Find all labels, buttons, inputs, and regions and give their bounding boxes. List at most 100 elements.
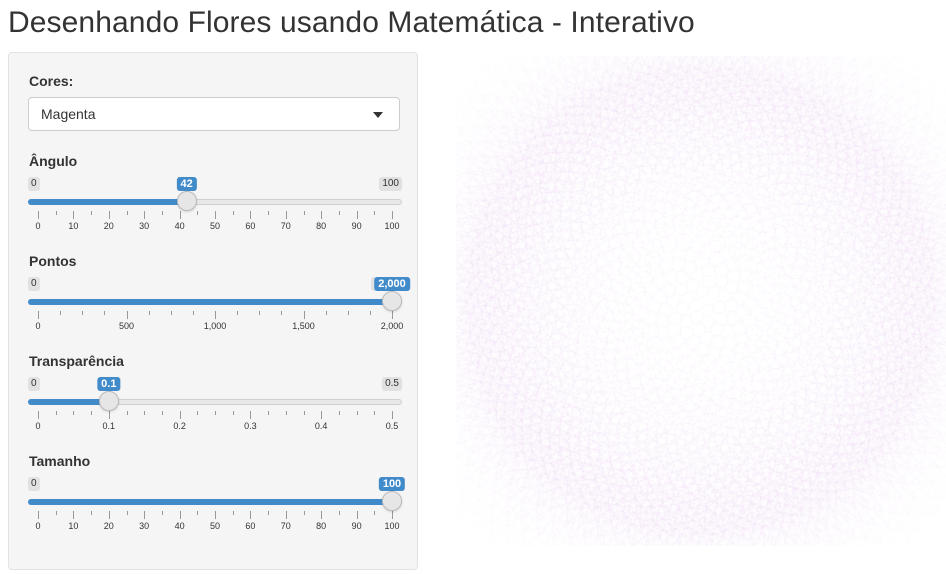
slider-handle[interactable] bbox=[382, 491, 402, 511]
slider-minor-tick bbox=[55, 211, 57, 215]
slider-tick bbox=[179, 211, 181, 219]
slider-tick bbox=[321, 511, 323, 519]
slider-minor-tick bbox=[82, 311, 84, 315]
slider-fill bbox=[28, 199, 187, 205]
slider-minor-tick bbox=[73, 411, 75, 415]
slider-minor-tick bbox=[268, 211, 270, 215]
slider-minor-tick bbox=[91, 411, 93, 415]
slider-max-label: 0.5 bbox=[382, 377, 402, 391]
slider-tick bbox=[392, 311, 393, 319]
slider-tick bbox=[38, 411, 39, 419]
slider-value-badge: 2,000 bbox=[374, 277, 410, 291]
slider-min-label: 0 bbox=[28, 177, 40, 191]
slider-tick-label: 2,000 bbox=[380, 321, 404, 331]
slider-minor-tick bbox=[104, 311, 106, 315]
slider-minor-tick bbox=[374, 211, 376, 215]
slider-minor-tick bbox=[325, 311, 327, 315]
slider-tick-label: 0 bbox=[35, 221, 41, 231]
slider-tick bbox=[356, 511, 358, 519]
slider-min-label: 0 bbox=[28, 277, 40, 291]
slider-value-badge: 42 bbox=[176, 177, 197, 191]
page-title: Desenhando Flores usando Matemática - In… bbox=[8, 6, 695, 39]
slider-tick-label: 500 bbox=[118, 321, 135, 331]
slider-minor-tick bbox=[303, 211, 305, 215]
slider-minor-tick bbox=[126, 411, 128, 415]
transparencia-label: Transparência bbox=[29, 353, 124, 369]
slider-tick bbox=[108, 211, 110, 219]
slider-tick-label: 0.2 bbox=[173, 421, 186, 431]
slider-tick-label: 20 bbox=[103, 521, 114, 531]
slider-tick-label: 10 bbox=[68, 521, 79, 531]
slider-minor-tick bbox=[237, 311, 239, 315]
slider-tick bbox=[303, 311, 305, 319]
slider-tick-label: 0.3 bbox=[244, 421, 257, 431]
slider-tick-label: 30 bbox=[139, 221, 150, 231]
slider-tick-label: 90 bbox=[351, 221, 362, 231]
slider-fill bbox=[28, 499, 392, 505]
slider-tick-label: 0 bbox=[35, 421, 41, 431]
slider-minor-tick bbox=[356, 411, 358, 415]
slider-tick-label: 100 bbox=[384, 521, 400, 531]
cores-select[interactable]: Magenta bbox=[28, 97, 400, 131]
slider-handle[interactable] bbox=[98, 391, 119, 411]
slider-minor-tick bbox=[303, 511, 305, 515]
tamanho-slider[interactable]: 01000102030405060708090100100 bbox=[28, 477, 406, 547]
slider-tick bbox=[126, 311, 128, 319]
slider-tick bbox=[215, 511, 216, 519]
slider-tick bbox=[321, 211, 323, 219]
slider-tick-label: 90 bbox=[351, 521, 362, 531]
slider-tick-label: 50 bbox=[209, 521, 221, 531]
slider-minor-tick bbox=[268, 411, 270, 415]
slider-minor-tick bbox=[126, 511, 128, 515]
slider-minor-tick bbox=[215, 411, 216, 415]
slider-minor-tick bbox=[338, 411, 340, 415]
slider-minor-tick bbox=[197, 411, 199, 415]
slider-value-badge: 0.1 bbox=[97, 377, 121, 391]
slider-tick bbox=[38, 511, 39, 519]
slider-tick-label: 0 bbox=[35, 521, 41, 531]
cores-label: Cores: bbox=[29, 73, 74, 89]
slider-minor-tick bbox=[338, 211, 340, 215]
slider-tick-label: 70 bbox=[280, 221, 291, 231]
slider-tick bbox=[144, 211, 146, 219]
slider-minor-tick bbox=[161, 211, 163, 215]
slider-handle[interactable] bbox=[176, 191, 197, 211]
slider-max-label: 100 bbox=[379, 177, 402, 191]
slider-minor-tick bbox=[148, 311, 150, 315]
slider-tick bbox=[321, 411, 323, 419]
slider-tick-label: 0.1 bbox=[102, 421, 116, 431]
slider-minor-tick bbox=[259, 311, 261, 315]
slider-tick bbox=[38, 211, 39, 219]
slider-tick-label: 20 bbox=[103, 221, 114, 231]
slider-tick bbox=[250, 511, 252, 519]
slider-minor-tick bbox=[170, 311, 172, 315]
flower-canvas bbox=[456, 56, 946, 546]
slider-handle[interactable] bbox=[382, 291, 402, 311]
slider-minor-tick bbox=[91, 211, 93, 215]
angulo-slider[interactable]: 0 100 0 10 20 30 40 50 60 70 80 90 100 42 bbox=[28, 177, 402, 247]
slider-minor-tick bbox=[232, 411, 234, 415]
slider-tick bbox=[144, 511, 146, 519]
slider-tick bbox=[179, 411, 181, 419]
slider-tick bbox=[73, 511, 75, 519]
transparencia-slider[interactable]: 0 0.5 0 0.1 0.2 0.3 0.4 0.5 0.1 bbox=[28, 377, 402, 447]
slider-minor-tick bbox=[91, 511, 93, 515]
slider-minor-tick bbox=[126, 211, 128, 215]
slider-tick-label: 40 bbox=[174, 521, 185, 531]
slider-minor-tick bbox=[192, 311, 194, 315]
slider-tick bbox=[392, 211, 393, 219]
slider-minor-tick bbox=[55, 511, 57, 515]
slider-tick bbox=[250, 211, 252, 219]
slider-min-label: 0 bbox=[28, 477, 40, 491]
slider-tick-label: 30 bbox=[139, 521, 150, 531]
slider-tick bbox=[392, 411, 393, 419]
slider-tick bbox=[179, 511, 181, 519]
slider-tick bbox=[215, 211, 216, 219]
slider-tick-label: 1,000 bbox=[203, 321, 227, 331]
slider-tick-label: 60 bbox=[245, 521, 256, 531]
cores-selected-value: Magenta bbox=[41, 106, 96, 122]
slider-value-badge: 100 bbox=[378, 477, 406, 491]
slider-tick bbox=[38, 311, 39, 319]
slider-minor-tick bbox=[281, 311, 283, 315]
